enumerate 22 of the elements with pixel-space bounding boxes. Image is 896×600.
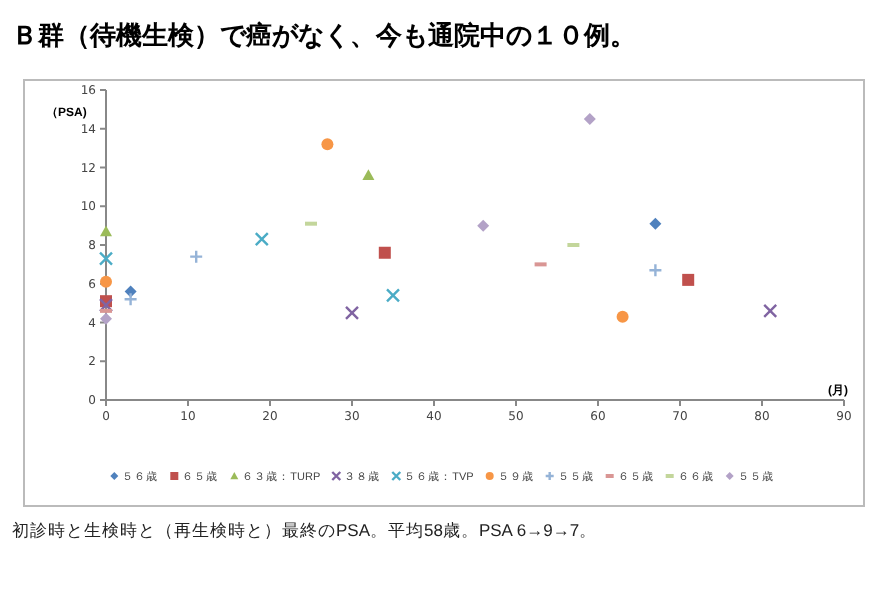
point (763, 303, 778, 319)
point (682, 273, 695, 286)
point (321, 138, 334, 151)
point (477, 219, 490, 232)
point (385, 288, 401, 303)
point (98, 251, 114, 266)
point (100, 312, 112, 325)
point (344, 305, 360, 321)
point (362, 169, 375, 181)
point (100, 225, 112, 237)
point (254, 231, 269, 247)
point (583, 113, 596, 126)
point (189, 249, 204, 264)
point (378, 246, 391, 259)
point (100, 275, 112, 288)
point (98, 297, 114, 313)
point (649, 217, 662, 230)
point (616, 310, 629, 323)
chart-title: Ｂ群（待機生検）で癌がなく、今も通院中の１０例。 (12, 20, 636, 50)
point (123, 292, 138, 307)
point (648, 262, 663, 278)
text: 初診時と生検時と（再生検時と）最終のPSA。平均58歳。PSA 6→9→7。 (12, 520, 598, 540)
